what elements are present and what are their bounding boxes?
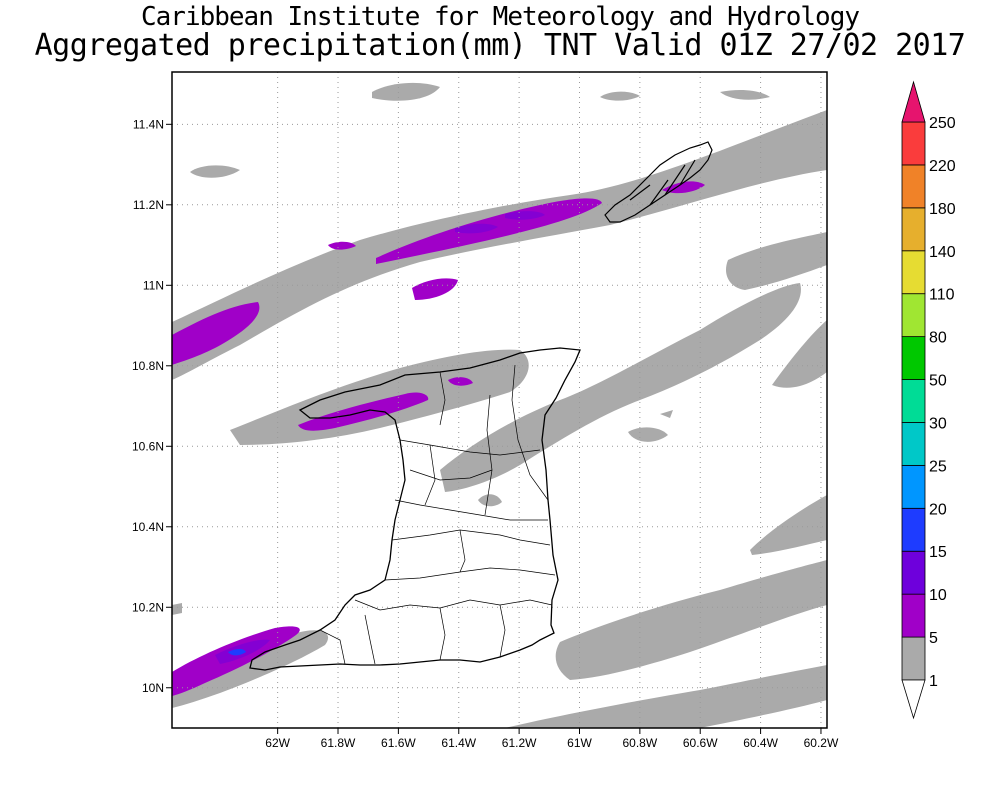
lon-tick-label: 61.2W [502,736,537,750]
trinidad-coastline [249,347,581,671]
colorbar-bin [901,293,926,338]
lon-tick-label: 60.4W [743,736,778,750]
lon-tick-label: 61.4W [441,736,476,750]
colorbar-bin [901,507,926,552]
colorbar-label: 110 [929,287,955,304]
lon-tick-label: 60.6W [683,736,718,750]
colorbar-bin [901,422,926,466]
lat-tick-label: 11.4N [133,117,164,131]
colorbar-bin [901,336,926,380]
lon-tick-label: 60.8W [623,736,658,750]
colorbar-bin [901,550,926,595]
tobago-coastline [604,141,713,223]
map-gridlines [172,72,827,728]
latitude-axis: 10N 10.2N 10.4N 10.6N 10.8N 11N 11.2N 11.4N [132,117,172,695]
lon-tick-label: 61.8W [321,736,356,750]
colorbar-bin [901,164,926,209]
precip-15-20mm [228,649,246,656]
colorbar-label: 250 [929,115,956,132]
lat-tick-label: 11N [143,278,164,292]
lat-tick-label: 10N [142,681,164,695]
colorbar-label: 180 [929,201,956,218]
lat-tick-label: 10.2N [132,600,164,614]
lon-tick-label: 61.6W [381,736,416,750]
lat-tick-label: 10.8N [132,359,164,373]
colorbar-bin [901,636,926,681]
colorbar-label: 1 [929,673,938,690]
colorbar-label: 10 [929,587,947,604]
colorbar-label: 25 [929,458,947,475]
colorbar-bin [901,121,926,166]
colorbar-label: 80 [929,330,947,347]
trinidad-boundaries [319,364,556,665]
colorbar-upper-triangle [901,80,926,123]
colorbar-label: 30 [929,415,947,432]
colorbar-lower-triangle [901,679,926,720]
colorbar-label: 20 [929,501,947,518]
colorbar-bin [901,207,926,252]
map-frame [171,71,828,729]
precip-1-5mm [172,82,827,728]
colorbar-bin [901,593,926,638]
longitude-axis: 62W 61.8W 61.6W 61.4W 61.2W 61W 60.8W 60.6W 60.4… [265,728,839,750]
colorbar-label: 220 [929,158,956,175]
map-area [172,72,827,728]
lat-tick-label: 11.2N [133,198,164,212]
colorbar-label: 50 [929,373,947,390]
title-line-1: Caribbean Institute for Meteorology and … [140,2,860,32]
title-line-2: Aggregated precipitation(mm) TNT Valid 0… [34,28,966,63]
colorbar-bin [901,464,926,509]
lat-tick-label: 10.6N [132,439,164,453]
colorbar-bin [901,379,926,423]
lon-tick-label: 61W [567,736,592,750]
lon-tick-label: 62W [265,736,290,750]
colorbar-label: 15 [929,544,947,561]
colorbar-bin [901,250,926,295]
lon-tick-label: 60.2W [804,736,839,750]
colorbar-label: 140 [929,244,956,261]
colorbar-label: 5 [929,630,938,647]
lat-tick-label: 10.4N [132,520,164,534]
